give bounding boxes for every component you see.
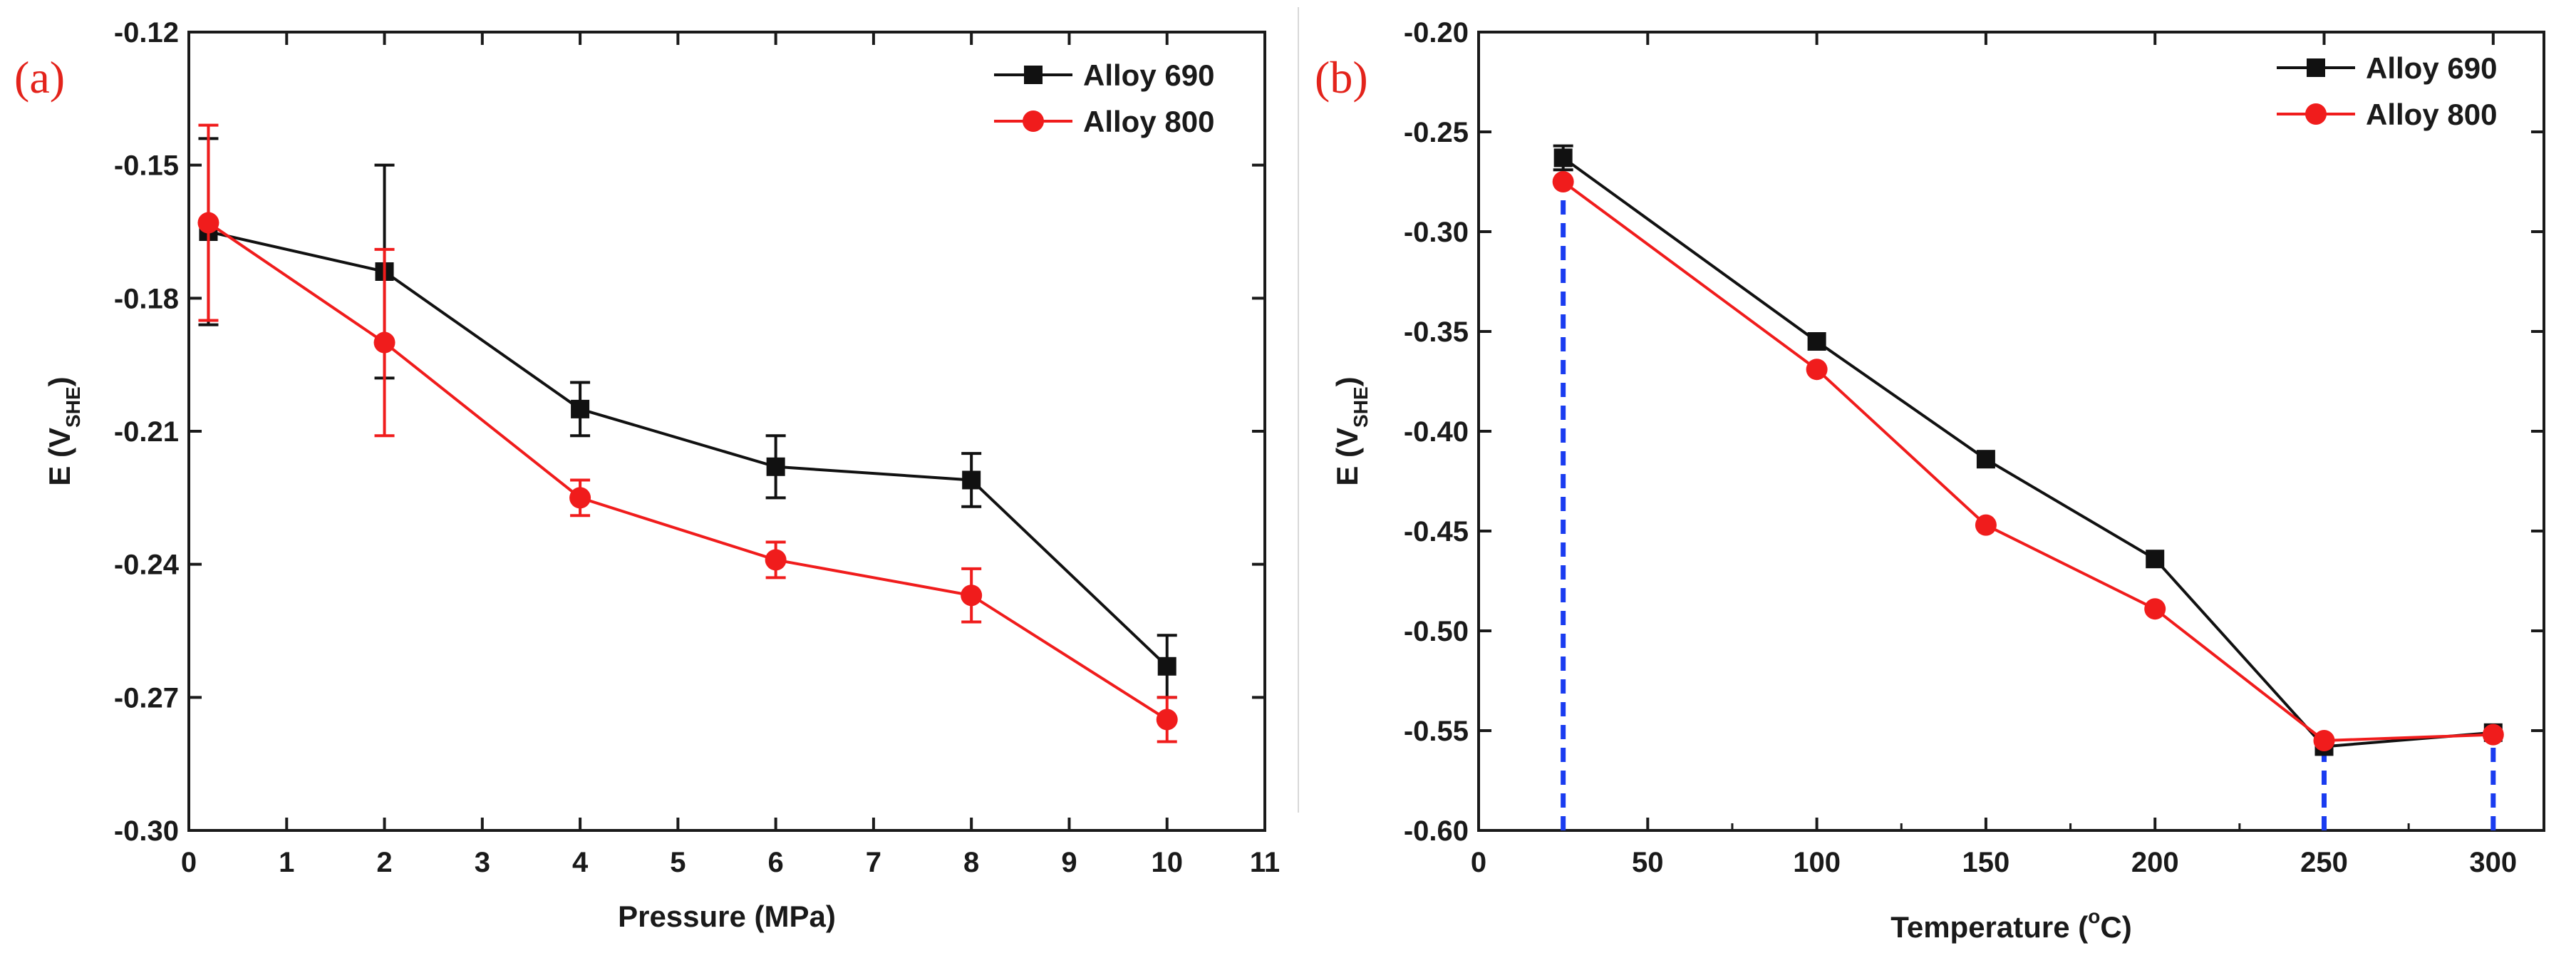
x-tick-label: 1	[279, 847, 294, 878]
data-point-square	[766, 457, 785, 476]
series-line	[1562, 156, 2493, 748]
y-axis-title-close: )	[43, 376, 76, 386]
data-point-circle	[1975, 514, 1997, 536]
data-point-circle	[2144, 598, 2166, 620]
y-tick-label: -0.25	[1404, 117, 1469, 148]
x-tick-label: 200	[2131, 847, 2179, 878]
x-tick-label: 8	[963, 847, 979, 878]
x-tick-label: 50	[1632, 847, 1664, 878]
panel-label: (a)	[14, 52, 65, 103]
x-tick-label: 3	[475, 847, 490, 878]
x-tick-label: 6	[768, 847, 784, 878]
y-axis-title-main: E (V	[1330, 428, 1364, 486]
data-point-circle	[1156, 709, 1178, 731]
data-point-square	[962, 470, 981, 490]
x-tick-label: 7	[866, 847, 881, 878]
data-point-circle	[2482, 724, 2504, 746]
series-line	[208, 230, 1169, 668]
x-tick-label: 2	[376, 847, 392, 878]
data-point-circle	[1806, 359, 1828, 381]
x-tick-label: 150	[1962, 847, 2010, 878]
x-tick-label: 0	[1471, 847, 1486, 878]
data-point-square	[2146, 550, 2165, 569]
y-axis-title-close: )	[1330, 376, 1364, 386]
x-tick-label: 300	[2469, 847, 2517, 878]
data-point-square	[571, 399, 590, 418]
y-axis-title-sub: SHE	[62, 386, 84, 428]
legend: Alloy 690 Alloy 800	[2277, 51, 2497, 131]
data-point-circle	[197, 212, 219, 234]
data-point-square	[1807, 332, 1826, 351]
y-tick-label: -0.35	[1404, 316, 1469, 348]
y-tick-label: -0.15	[114, 150, 179, 182]
data-point-circle	[1552, 171, 1574, 192]
y-tick-label: -0.45	[1404, 516, 1469, 547]
data-point-circle	[765, 549, 787, 571]
data-point-circle	[569, 487, 591, 509]
legend-label: Alloy 690	[2366, 51, 2497, 85]
x-tick-label: 0	[181, 847, 197, 878]
legend-marker-circle	[2305, 103, 2327, 125]
x-axis-title-close: C)	[2100, 910, 2131, 944]
y-tick-label: -0.55	[1404, 716, 1469, 747]
x-tick-label: 100	[1793, 847, 1841, 878]
chart-panel-0: 0 1 2 3 4 5 6 7 8 9 10 11 -0.30 -0.27 -0.24 -0.21 -0.18 -…	[14, 17, 1280, 933]
y-tick-label: -0.21	[114, 416, 179, 448]
series-line	[207, 221, 1168, 721]
y-axis-title: E (VSHE)	[1330, 376, 1372, 485]
x-tick-label: 9	[1061, 847, 1077, 878]
series-alloy-800	[1552, 171, 2504, 751]
legend-marker-circle	[1023, 110, 1044, 132]
data-point-square	[1976, 450, 1995, 469]
x-axis-title-main: Temperature (	[1890, 910, 2088, 944]
x-tick-label: 250	[2300, 847, 2348, 878]
x-axis-title: Temperature (oC)	[1890, 905, 2131, 944]
series-line	[1562, 180, 2493, 743]
data-point-square	[1553, 148, 1573, 168]
data-point-circle	[2313, 730, 2335, 751]
data-point-square	[1157, 657, 1176, 676]
y-axis-title-main: E (V	[43, 428, 76, 486]
legend-marker-square	[1024, 66, 1043, 84]
y-tick-label: -0.18	[114, 283, 179, 314]
y-axis-title-sub: SHE	[1350, 386, 1372, 428]
legend-label: Alloy 800	[2366, 98, 2497, 131]
y-tick-label: -0.24	[114, 550, 180, 581]
x-tick-label: 10	[1151, 847, 1183, 878]
y-tick-label: -0.27	[114, 682, 179, 714]
y-tick-label: -0.20	[1404, 17, 1469, 48]
series-alloy-800	[197, 123, 1178, 743]
x-axis-title: Pressure (MPa)	[618, 900, 836, 933]
chart-panel-1: 0 50 100 150 200 250 300 -0.60 -0.55 -0.50 -0.45 -0…	[1315, 17, 2545, 944]
x-axis-title-sup: o	[2088, 905, 2100, 927]
legend-label: Alloy 800	[1083, 105, 1214, 138]
legend: Alloy 690 Alloy 800	[994, 58, 1214, 138]
panel-label: (b)	[1315, 52, 1368, 103]
y-tick-label: -0.60	[1404, 815, 1469, 847]
y-tick-label: -0.12	[114, 17, 179, 48]
y-tick-label: -0.50	[1404, 616, 1469, 647]
y-tick-label: -0.30	[114, 815, 179, 847]
legend-marker-square	[2307, 58, 2325, 77]
data-point-circle	[373, 331, 395, 354]
legend-label: Alloy 690	[1083, 58, 1214, 92]
x-tick-label: 11	[1250, 847, 1280, 878]
x-tick-label: 5	[670, 847, 686, 878]
y-axis-title: E (VSHE)	[43, 376, 84, 485]
data-point-circle	[961, 585, 983, 607]
x-tick-label: 4	[572, 847, 589, 878]
y-tick-label: -0.30	[1404, 217, 1469, 248]
y-tick-label: -0.40	[1404, 416, 1469, 448]
